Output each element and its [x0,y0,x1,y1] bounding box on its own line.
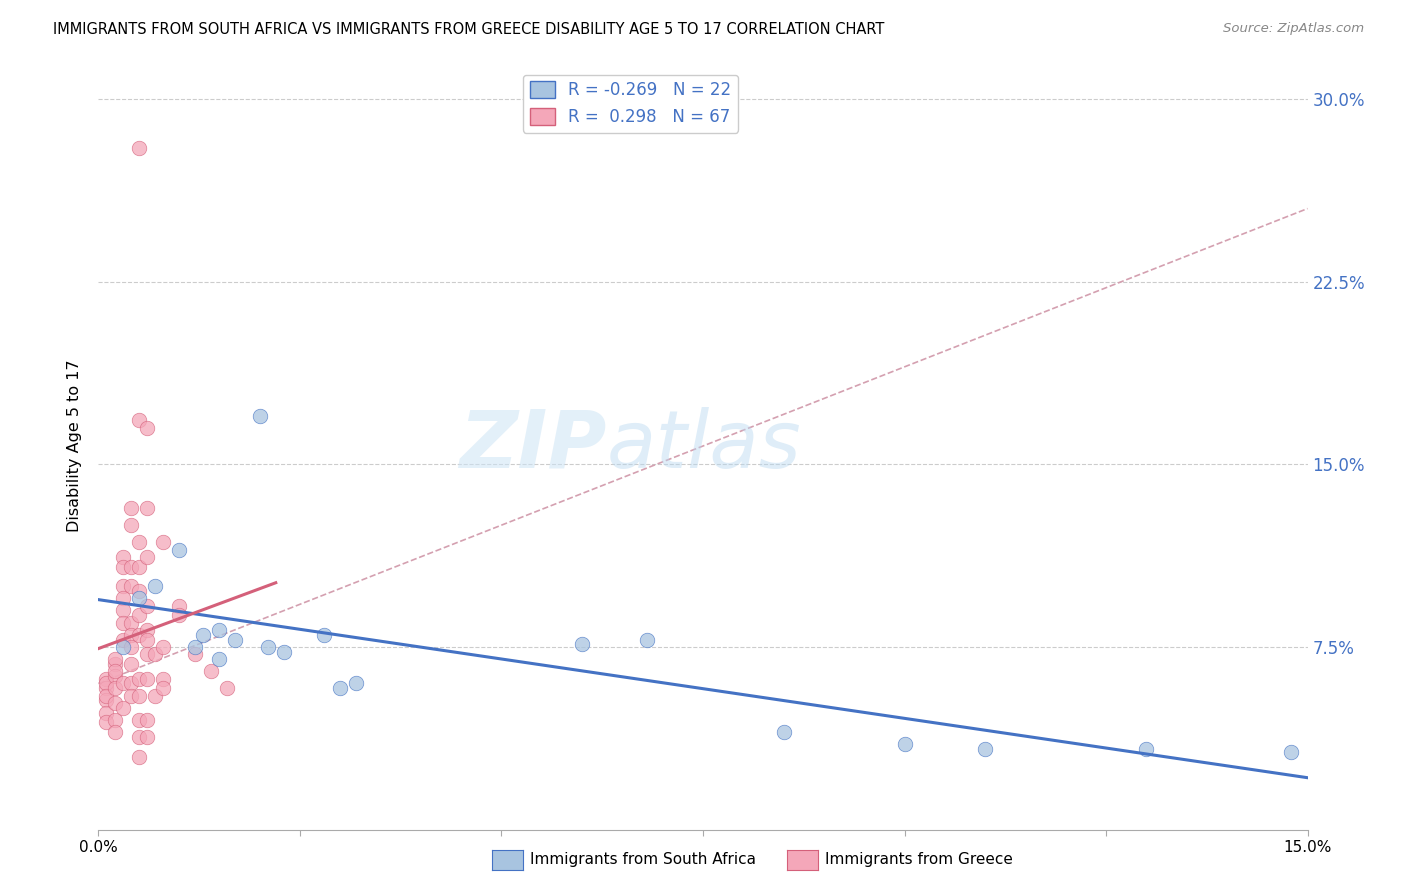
Point [120,615,142,630]
Point [135,599,157,613]
Point [111,640,134,654]
Point [111,676,134,690]
Point [120,518,142,533]
Point [208,623,231,637]
Point [96,681,118,696]
Point [167,542,190,557]
Point [103,657,125,671]
Point [111,700,134,714]
Point [135,713,157,727]
Text: atlas: atlas [606,407,801,485]
Point [128,583,150,598]
Point [200,665,222,679]
Point [128,141,150,155]
Point [96,693,118,707]
Point [111,549,134,564]
Point [96,672,118,686]
Point [893,737,915,751]
Point [128,535,150,549]
Point [256,640,278,654]
Point [329,681,352,696]
Point [1281,745,1303,759]
Point [208,652,231,666]
Text: Source: ZipAtlas.com: Source: ZipAtlas.com [1223,22,1364,36]
Legend: R = -0.269   N = 22, R =  0.298   N = 67: R = -0.269 N = 22, R = 0.298 N = 67 [523,75,738,133]
Point [167,599,190,613]
Point [128,628,150,642]
Point [120,657,142,671]
Point [772,725,794,739]
Point [143,647,166,661]
Point [111,591,134,606]
Point [273,645,295,659]
Point [103,681,125,696]
Point [128,591,150,606]
Point [103,669,125,683]
Point [120,640,142,654]
Text: Immigrants from Greece: Immigrants from Greece [825,853,1014,867]
Point [103,696,125,710]
Point [135,632,157,647]
Point [344,676,367,690]
Point [184,640,207,654]
Point [128,749,150,764]
Point [96,689,118,703]
Point [111,615,134,630]
Point [1135,742,1157,756]
Point [135,501,157,516]
Point [636,632,658,647]
Point [128,713,150,727]
Point [152,672,174,686]
Point [224,632,246,647]
Point [111,559,134,574]
Point [111,603,134,617]
Point [167,608,190,623]
Point [128,608,150,623]
Point [103,665,125,679]
Point [128,672,150,686]
Point [111,579,134,593]
Point [120,501,142,516]
Point [135,549,157,564]
Point [135,421,157,435]
Point [193,628,215,642]
Text: Immigrants from South Africa: Immigrants from South Africa [530,853,756,867]
Point [143,579,166,593]
Text: ZIP: ZIP [458,407,606,485]
Point [128,689,150,703]
Point [111,632,134,647]
Point [96,676,118,690]
Point [120,559,142,574]
Point [152,640,174,654]
Point [974,742,997,756]
Point [143,689,166,703]
Point [120,628,142,642]
Point [128,559,150,574]
Text: IMMIGRANTS FROM SOUTH AFRICA VS IMMIGRANTS FROM GREECE DISABILITY AGE 5 TO 17 CO: IMMIGRANTS FROM SOUTH AFRICA VS IMMIGRAN… [53,22,884,37]
Point [96,706,118,720]
Point [135,623,157,637]
Point [184,647,207,661]
Point [103,725,125,739]
Point [314,628,336,642]
Point [120,676,142,690]
Point [128,730,150,744]
Point [96,715,118,730]
Point [120,579,142,593]
Point [152,681,174,696]
Point [135,647,157,661]
Point [217,681,239,696]
Point [249,409,271,423]
Point [135,730,157,744]
Point [120,689,142,703]
Y-axis label: Disability Age 5 to 17: Disability Age 5 to 17 [67,359,83,533]
Point [103,652,125,666]
Point [128,413,150,427]
Point [152,535,174,549]
Point [135,672,157,686]
Point [103,713,125,727]
Point [571,638,593,652]
